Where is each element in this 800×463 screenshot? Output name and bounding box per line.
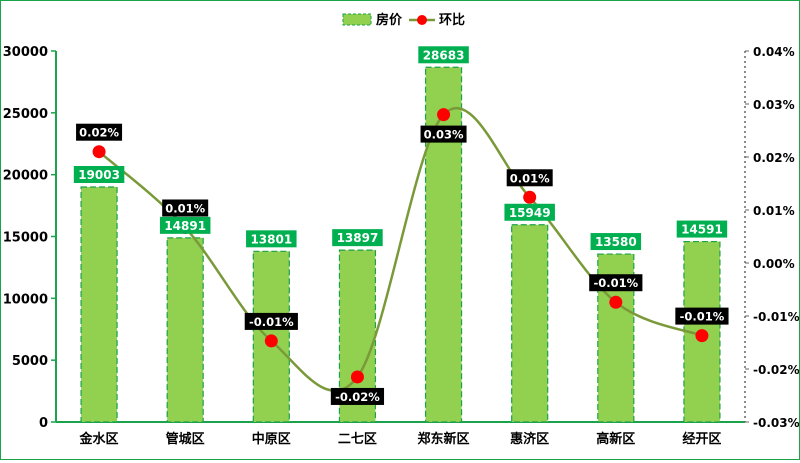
bar-value-label: 19003	[78, 168, 120, 182]
bar-value-label: 15949	[509, 206, 551, 220]
y-right-tick-label: 0.04%	[753, 45, 795, 59]
line-point	[523, 190, 537, 204]
line-point	[92, 145, 106, 159]
line-value-box	[675, 307, 729, 325]
y-right-tick-label: 0.02%	[753, 151, 795, 165]
bar-value-label: 13580	[595, 235, 637, 249]
y-left-tick-label: 5000	[12, 354, 48, 369]
bar-value-box	[504, 203, 555, 221]
bar	[166, 237, 204, 423]
bar-value-box	[159, 216, 211, 234]
bar	[511, 224, 549, 423]
y-right-tick-label: 0.00%	[753, 257, 795, 271]
line-value-box	[162, 199, 209, 217]
bar-value-label: 28683	[423, 48, 465, 62]
legend-swatch-marker	[417, 15, 427, 25]
y-left-tick-label: 10000	[3, 292, 48, 307]
line-point	[609, 295, 623, 309]
bar-value-label: 13897	[337, 231, 379, 245]
line-value-box	[330, 387, 385, 405]
y-left-tick-label: 25000	[3, 107, 48, 122]
line-value-box	[244, 312, 298, 330]
y-left-tick-label: 30000	[3, 45, 48, 60]
line-point	[264, 334, 278, 348]
line-value-label: 0.03%	[424, 128, 464, 142]
bar-value-box	[418, 46, 469, 64]
line-value-label: -0.01%	[249, 315, 294, 329]
bar-value-label: 14891	[164, 219, 206, 233]
legend-label-bar: 房价	[376, 12, 403, 28]
line-value-label: -0.01%	[680, 310, 725, 324]
bar-value-box	[73, 165, 125, 183]
bar-value-label: 13801	[250, 232, 292, 246]
x-tick-label: 金水区	[79, 431, 119, 447]
y-right-tick-label: -0.01%	[753, 310, 799, 324]
series-line	[98, 106, 703, 392]
line-value-label: -0.02%	[335, 390, 380, 404]
line-point	[695, 329, 709, 343]
bar-value-box	[246, 230, 297, 248]
y-right-tick-label: 0.01%	[753, 204, 795, 218]
bar	[80, 186, 118, 423]
x-tick-label: 经开区	[682, 431, 721, 447]
line-value-box	[506, 169, 553, 187]
axes: 0 5000 10000 15000 20000 25000 30000 -0.03% -0.0…	[3, 45, 800, 447]
line-value-label: -0.01%	[593, 276, 638, 290]
legend: 房价 环比	[342, 12, 465, 28]
line-value-box	[76, 123, 123, 141]
x-tick-label: 惠济区	[510, 431, 549, 447]
line-value-box	[420, 125, 467, 143]
bar-value-box	[590, 233, 642, 251]
x-tick-label: 管城区	[166, 431, 205, 447]
data-labels: 19003 14891 13801 13897 28683 15949 13580 14591…	[73, 46, 729, 405]
line-point	[437, 108, 451, 122]
x-tick-label: 二七区	[338, 432, 377, 447]
y-left-tick-label: 15000	[3, 231, 48, 246]
y-right-tick-label: -0.02%	[753, 363, 799, 377]
line-value-label: 0.01%	[165, 201, 205, 215]
legend-label-line: 环比	[439, 12, 465, 28]
line-value-box	[589, 274, 643, 292]
x-tick-label: 郑东新区	[418, 431, 470, 447]
bar-value-label: 14591	[681, 223, 723, 237]
x-tick-label: 高新区	[596, 431, 635, 447]
y-left-tick-label: 20000	[3, 169, 48, 184]
line-value-label: 0.02%	[79, 126, 119, 140]
bar-value-box	[332, 229, 383, 247]
y-left-tick-label: 0	[39, 416, 48, 431]
line-point	[350, 370, 364, 384]
legend-swatch-bar	[342, 13, 372, 26]
x-tick-label: 中原区	[252, 431, 291, 447]
line-value-label: 0.01%	[510, 171, 550, 185]
bar-value-box	[676, 220, 728, 238]
y-right-tick-label: 0.03%	[753, 98, 795, 112]
y-right-tick-label: -0.03%	[753, 416, 799, 430]
